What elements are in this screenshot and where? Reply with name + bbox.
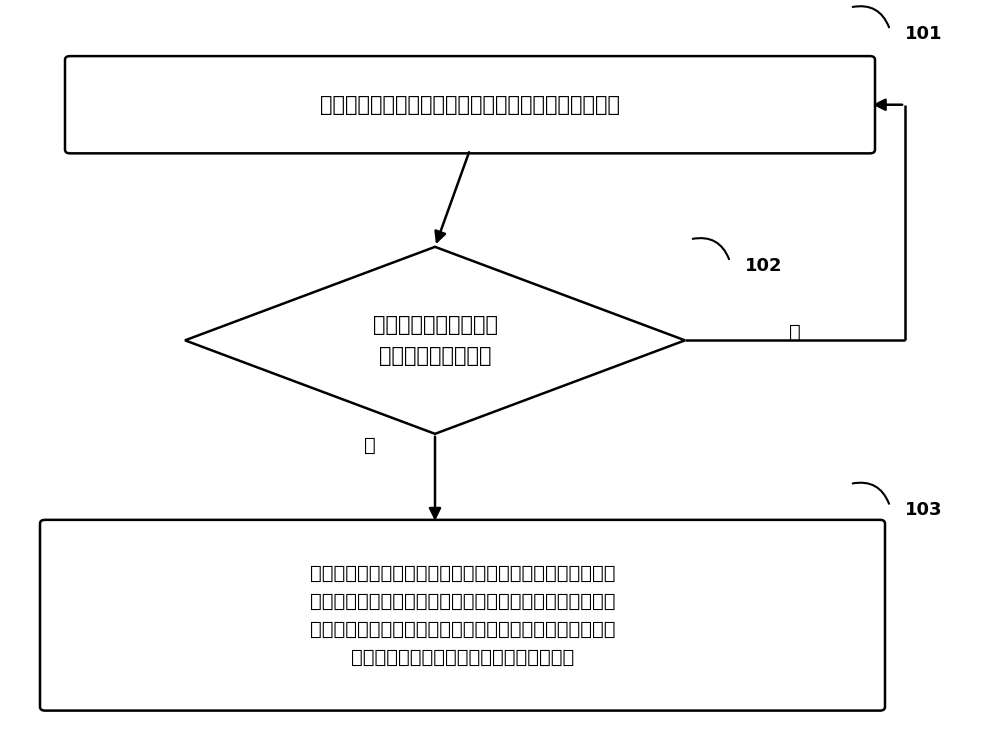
- FancyBboxPatch shape: [65, 56, 875, 153]
- Polygon shape: [185, 247, 685, 434]
- Text: 是: 是: [364, 435, 376, 455]
- Text: 102: 102: [745, 257, 782, 275]
- Text: 判断当前回风温度是否
不等于目标回风温度: 判断当前回风温度是否 不等于目标回风温度: [372, 315, 498, 366]
- Text: 103: 103: [905, 501, 942, 519]
- Text: 接收空调的每个室内机的当前回风温度和当前送风温度: 接收空调的每个室内机的当前回风温度和当前送风温度: [320, 95, 620, 114]
- FancyBboxPatch shape: [40, 520, 885, 711]
- Text: 101: 101: [905, 25, 942, 43]
- Text: 根据存储的目标回风温度与目标送风温度标定的压缩机空调
的每个室内机的风机转速与压缩机转速的对应关系，调节风
机转速和压缩机转速，使得当前回风温度调节至目标回风温: 根据存储的目标回风温度与目标送风温度标定的压缩机空调 的每个室内机的风机转速与压…: [310, 564, 615, 666]
- Text: 否: 否: [789, 323, 801, 343]
